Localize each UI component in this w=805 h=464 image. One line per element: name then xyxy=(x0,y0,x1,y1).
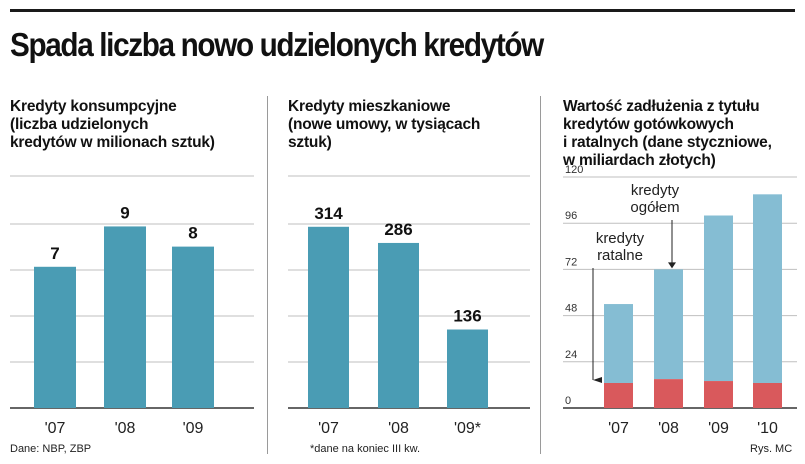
bar-kredyty-ratalne xyxy=(654,379,683,408)
data-label: 9 xyxy=(120,203,129,222)
footer-note: *dane na koniec III kw. xyxy=(310,443,421,455)
x-tick-label: '09 xyxy=(708,420,729,437)
main-title: Spada liczba nowo udzielonych kredytów xyxy=(10,26,544,63)
x-tick-label: '09 xyxy=(183,420,204,437)
y-tick-label: 24 xyxy=(565,349,577,361)
data-label: 136 xyxy=(453,307,481,326)
y-tick-label: 0 xyxy=(565,395,571,407)
panel-title-mortgage-loans: Kredyty mieszkaniowe (nowe umowy, w tysi… xyxy=(288,98,481,151)
x-tick-label: '08 xyxy=(388,420,409,437)
x-tick-label: '10 xyxy=(757,420,778,437)
annotation-kredyty-ogolem: kredyty ogółem xyxy=(630,182,679,216)
footer-source: Dane: NBP, ZBP xyxy=(10,443,92,455)
bar xyxy=(104,226,146,408)
y-tick-label: 96 xyxy=(565,210,577,222)
x-tick-label: '07 xyxy=(45,420,66,437)
x-tick-label: '08 xyxy=(115,420,136,437)
y-tick-label: 72 xyxy=(565,256,577,268)
bar xyxy=(447,329,488,408)
data-label: 314 xyxy=(314,204,343,223)
y-tick-label: 48 xyxy=(565,303,577,315)
panel-title-consumer-loans: Kredyty konsumpcyjne (liczba udzielonych… xyxy=(10,98,215,151)
data-label: 286 xyxy=(384,220,412,239)
x-tick-label: '07 xyxy=(608,420,629,437)
panel-divider-2 xyxy=(540,96,541,454)
arrow-head-icon xyxy=(593,376,602,383)
bar-kredyty-ogolem xyxy=(753,194,782,383)
x-tick-label: '09* xyxy=(454,420,481,437)
bar-kredyty-ratalne xyxy=(604,382,633,408)
annotation-kredyty-ratalne: kredyty ratalne xyxy=(596,230,645,264)
bar xyxy=(378,242,419,408)
footer-credit: Rys. MC xyxy=(750,443,793,455)
x-tick-label: '07 xyxy=(318,420,339,437)
bar-kredyty-ogolem xyxy=(704,215,733,382)
bar xyxy=(308,226,349,408)
top-rule xyxy=(10,9,795,12)
arrow-head-icon xyxy=(668,262,676,269)
panel-divider-1 xyxy=(267,96,268,454)
bar-kredyty-ratalne xyxy=(704,381,733,408)
x-tick-label: '08 xyxy=(658,420,679,437)
data-label: 7 xyxy=(50,244,59,263)
data-label: 8 xyxy=(188,224,197,243)
bar xyxy=(34,266,76,408)
bar-kredyty-ogolem xyxy=(654,269,683,380)
bar-kredyty-ratalne xyxy=(753,382,782,408)
panel-title-debt-value: Wartość zadłużenia z tytułu kredytów got… xyxy=(563,98,772,169)
bar-kredyty-ogolem xyxy=(604,304,633,383)
bar xyxy=(172,246,214,408)
y-tick-label: 120 xyxy=(565,164,583,176)
